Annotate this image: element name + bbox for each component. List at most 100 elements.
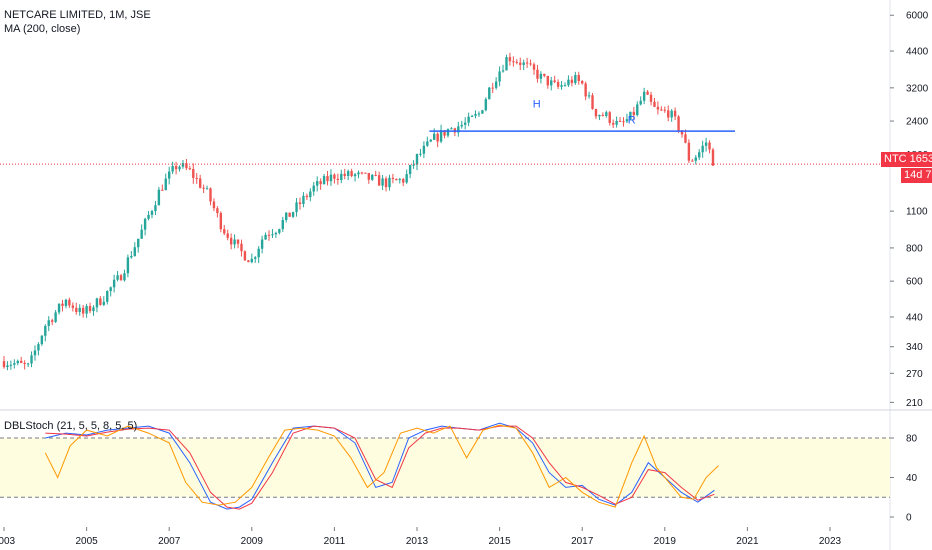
candle-body [209,188,212,202]
candle-body [81,307,85,314]
candle-body [188,168,192,170]
candle-body [636,104,639,116]
time-tick-label: 2017 [571,536,594,547]
candle-body [192,168,195,178]
stoch-line-1 [45,422,715,510]
candle-body [567,79,570,86]
candle-body [419,153,422,155]
candle-body [543,73,546,76]
candle-body [229,237,233,245]
candle-body [157,189,161,206]
candle-body [322,176,326,185]
candle-body [20,360,23,363]
candle-body [532,64,536,70]
candle-body [512,61,515,63]
candle-body [587,95,591,97]
candle-body [198,178,202,188]
candle-body [326,176,329,182]
candle-body [333,174,336,179]
candle-body [267,234,271,236]
candle-body [278,229,281,233]
candle-body [426,141,429,146]
candle-body [195,177,198,179]
candlestick-series [2,52,715,371]
candle-body [305,195,309,198]
candle-body [140,229,143,239]
candle-body [174,165,178,170]
symbol-title[interactable]: NETCARE LIMITED, 1M, JSE [4,9,151,21]
pattern-label-h[interactable]: H [533,98,541,110]
candle-body [625,119,629,122]
candle-body [50,320,54,322]
ma-indicator-label[interactable]: MA (200, close) [4,23,81,35]
candle-body [295,202,298,213]
candle-body [130,256,133,258]
candle-body [594,108,598,117]
candle-body [622,121,625,123]
candle-body [92,307,95,312]
stoch-tick-label: 40 [906,473,918,484]
candle-body [168,171,171,179]
candle-body [402,179,405,183]
candle-body [467,116,470,123]
price-tick-label: 3200 [906,83,929,94]
candle-body [16,360,19,364]
candle-body [250,258,253,263]
candle-body [257,248,260,258]
candle-body [95,298,99,308]
candle-body [653,101,656,107]
candle-body [501,70,505,72]
candle-body [470,115,474,117]
candle-body [133,247,136,257]
candle-body [494,81,498,88]
candle-body [37,344,40,351]
candle-body [536,69,539,79]
time-axis[interactable]: 2003 2005 2007 2009 2011 2013 2015 2017 2019 2021… [0,527,842,547]
candle-body [329,174,333,182]
candle-body [556,81,560,87]
candle-body [670,110,673,118]
candle-body [33,350,37,356]
candle-body [684,134,687,143]
candle-body [570,79,574,84]
candle-body [26,363,30,365]
candle-body [398,179,401,181]
candle-body [205,188,209,190]
time-tick-label: 2023 [819,536,842,547]
candle-body [701,145,704,153]
candle-body [563,85,567,87]
candle-body [415,154,419,165]
price-tick-label: 6000 [906,11,929,22]
candle-body [181,163,185,167]
candle-body [68,299,71,306]
time-tick-label: 2005 [75,536,98,547]
candle-body [474,114,477,116]
candle-body [85,306,88,314]
candle-body [30,355,33,364]
price-axis[interactable]: 2102703404406008001100180024003200440060… [890,11,929,409]
candle-body [71,305,75,308]
candle-body [711,149,715,166]
stoch-axis[interactable]: 0 40 80 [890,434,918,524]
candle-body [481,110,484,114]
candle-body [223,229,226,234]
candle-body [632,111,636,116]
candle-body [484,99,488,111]
candle-body [54,312,57,322]
candle-body [581,80,584,84]
candle-body [646,91,649,95]
candle-body [119,275,123,281]
stoch-legend[interactable]: DBLStoch (21, 5, 5, 8, 5, 5) [4,420,138,432]
candle-body [23,362,26,365]
stoch-tick-label: 80 [906,434,918,445]
candle-body [164,178,167,191]
candle-body [553,80,556,82]
bar-countdown-tag: 14d 7h [901,168,932,183]
pattern-label-r[interactable]: R [628,114,636,126]
candle-body [505,57,508,71]
candle-body [391,177,395,179]
candle-body [508,57,512,62]
candle-body [212,201,216,209]
price-tick-label: 1100 [906,207,928,218]
